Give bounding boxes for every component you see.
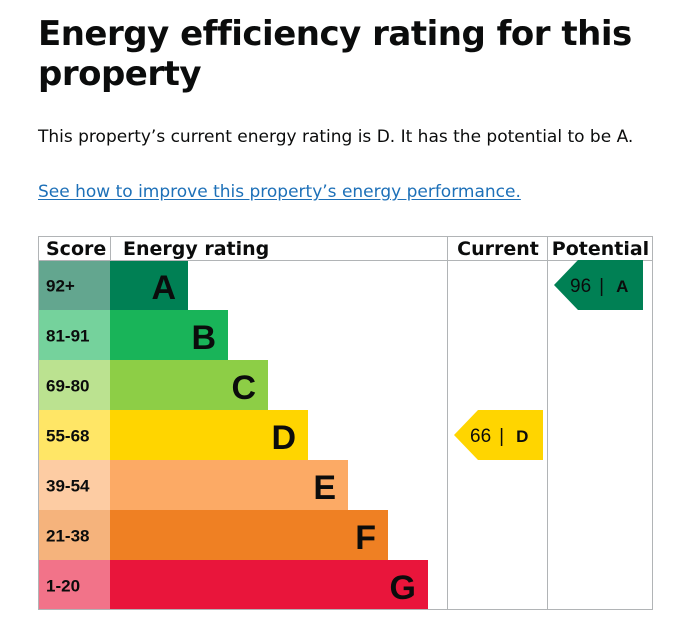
potential-rating-label: 96 | A: [570, 276, 628, 297]
improve-performance-link[interactable]: See how to improve this property’s energ…: [38, 182, 521, 202]
rating-bar-letter-a: A: [151, 269, 176, 307]
score-label-a: 92+: [46, 277, 75, 296]
rating-bar-letter-d: D: [271, 419, 296, 457]
score-label-c: 69-80: [46, 377, 89, 396]
score-cell-a: [38, 260, 110, 310]
page-title: Energy efficiency rating for this proper…: [38, 14, 632, 94]
score-cell-g: [38, 560, 110, 610]
rating-bar-g: [110, 560, 428, 610]
potential-rating-separator: |: [599, 276, 604, 297]
current-rating-value: 66: [470, 426, 491, 447]
energy-rating-column-header: Energy rating: [123, 238, 269, 260]
rating-bar-f: [110, 510, 388, 560]
rating-bar-letter-b: B: [191, 319, 216, 357]
score-column-header: Score: [46, 238, 106, 260]
rating-bar-d: [110, 410, 308, 460]
current-rating-letter: D: [516, 427, 528, 446]
score-cell-d: [38, 410, 110, 460]
rating-bar-letter-c: C: [231, 369, 256, 407]
score-label-f: 21-38: [46, 527, 89, 546]
score-cell-e: [38, 460, 110, 510]
current-column-header: Current: [457, 238, 539, 260]
score-label-e: 39-54: [46, 477, 90, 496]
rating-bar-c: [110, 360, 268, 410]
rating-bar-letter-g: G: [390, 569, 416, 607]
score-label-d: 55-68: [46, 427, 89, 446]
potential-rating-arrow: [554, 260, 643, 310]
rating-summary: This property’s current energy rating is…: [38, 127, 634, 147]
rating-bar-b: [110, 310, 228, 360]
rating-bar-e: [110, 460, 348, 510]
score-cell-b: [38, 310, 110, 360]
current-rating-arrow: [454, 410, 543, 460]
potential-column-header: Potential: [552, 238, 649, 260]
rating-bar-letter-f: F: [355, 519, 376, 557]
current-rating-label: 66 | D: [470, 426, 528, 447]
score-cell-c: [38, 360, 110, 410]
potential-rating-letter: A: [616, 277, 628, 296]
current-rating-separator: |: [499, 426, 504, 447]
rating-bar-a: [110, 260, 188, 310]
score-label-b: 81-91: [46, 327, 89, 346]
score-cell-f: [38, 510, 110, 560]
score-label-g: 1-20: [46, 577, 80, 596]
rating-bar-letter-e: E: [313, 469, 336, 507]
potential-rating-value: 96: [570, 276, 591, 297]
table-border: [38, 236, 653, 610]
